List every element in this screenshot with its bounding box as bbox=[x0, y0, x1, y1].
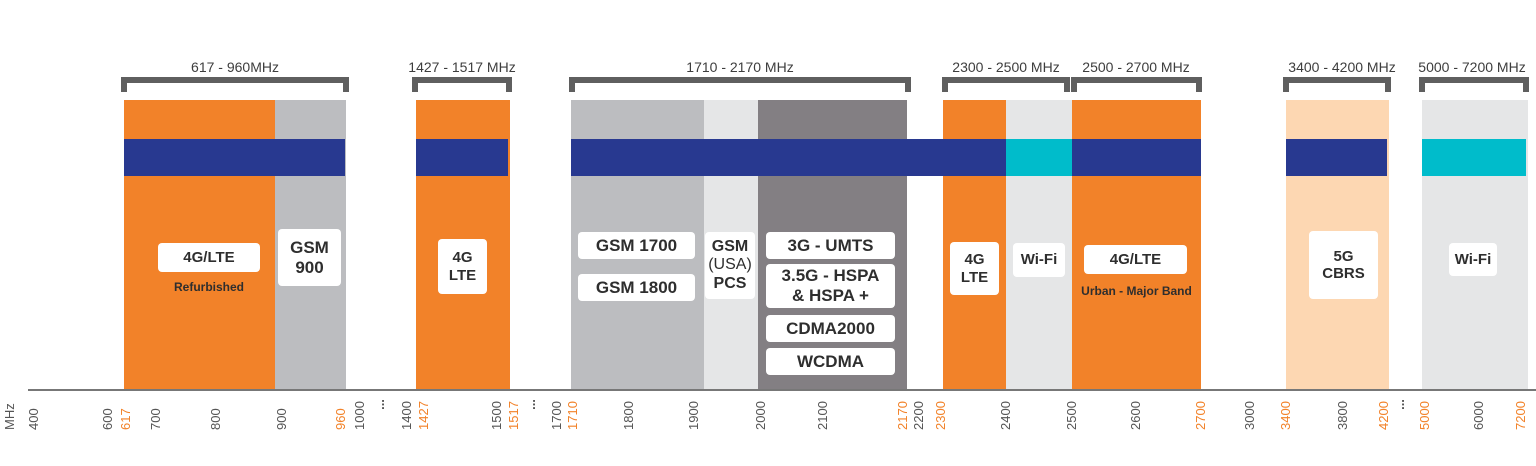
range-bracket bbox=[942, 77, 1070, 92]
technology-stripe bbox=[1006, 139, 1072, 176]
axis-tick-label: 3400 bbox=[1278, 401, 1293, 430]
band-label-lte-1427: 4G LTE bbox=[438, 239, 487, 294]
axis-tick-label: 960 bbox=[333, 408, 348, 430]
band-label-cdma2000: CDMA2000 bbox=[766, 315, 895, 342]
technology-stripe bbox=[1286, 139, 1387, 176]
technology-stripe bbox=[416, 139, 508, 176]
range-label: 617 - 960MHz bbox=[191, 59, 279, 75]
axis-tick-label: 2700 bbox=[1193, 401, 1208, 430]
axis-tick-label: 1710 bbox=[565, 401, 580, 430]
axis-tick-label: 2000 bbox=[753, 401, 768, 430]
range-bracket bbox=[121, 77, 349, 92]
frequency-axis bbox=[28, 389, 1536, 391]
axis-tick-label: 5000 bbox=[1417, 401, 1432, 430]
band-label-lte-2300: 4G LTE bbox=[950, 242, 999, 295]
axis-tick-label: 2100 bbox=[815, 401, 830, 430]
range-bracket bbox=[1283, 77, 1391, 92]
range-label: 2300 - 2500 MHz bbox=[952, 59, 1060, 75]
axis-tick-label: 6000 bbox=[1471, 401, 1486, 430]
axis-tick-label: 3000 bbox=[1242, 401, 1257, 430]
axis-tick-label: 1400 bbox=[399, 401, 414, 430]
axis-tick-label: 700 bbox=[148, 408, 163, 430]
band-label-gsm1700: GSM 1700 bbox=[578, 232, 695, 259]
technology-stripe bbox=[571, 139, 1006, 176]
range-bracket bbox=[569, 77, 911, 92]
technology-stripe bbox=[124, 139, 345, 176]
range-bracket bbox=[412, 77, 512, 92]
band-label-gsm-usa-pcs: GSM (USA) PCS bbox=[705, 232, 755, 299]
band-sublabel: Urban - Major Band bbox=[1081, 284, 1192, 298]
band-label-umts: 3G - UMTS bbox=[766, 232, 895, 259]
range-bracket bbox=[1419, 77, 1529, 92]
axis-gap-marker: ... bbox=[371, 399, 387, 410]
axis-tick-label: 600 bbox=[100, 408, 115, 430]
axis-gap-marker: ... bbox=[522, 399, 538, 410]
axis-tick-label: 2170 bbox=[895, 401, 910, 430]
axis-tick-label: 900 bbox=[274, 408, 289, 430]
axis-tick-label: 800 bbox=[208, 408, 223, 430]
axis-tick-label: 1900 bbox=[686, 401, 701, 430]
axis-tick-label: 2200 bbox=[911, 401, 926, 430]
range-label: 1427 - 1517 MHz bbox=[408, 59, 516, 75]
range-bracket bbox=[1071, 77, 1202, 92]
band-sublabel: Refurbished bbox=[173, 280, 244, 294]
band-label-lte-refurbished: 4G/LTE bbox=[158, 243, 260, 272]
technology-stripe bbox=[1072, 139, 1201, 176]
axis-tick-label: 1000 bbox=[352, 401, 367, 430]
axis-unit: MHz bbox=[2, 403, 17, 430]
axis-tick-label: 1800 bbox=[621, 401, 636, 430]
band-label-hspa: 3.5G - HSPA & HSPA + bbox=[766, 264, 895, 308]
axis-tick-label: 7200 bbox=[1513, 401, 1528, 430]
axis-tick-label: 4200 bbox=[1376, 401, 1391, 430]
axis-tick-label: 2600 bbox=[1128, 401, 1143, 430]
technology-stripe bbox=[1422, 139, 1526, 176]
band-label-cbrs: 5G CBRS bbox=[1309, 231, 1378, 299]
band-label-wifi-5000: Wi-Fi bbox=[1449, 243, 1497, 276]
axis-tick-label: 2400 bbox=[998, 401, 1013, 430]
axis-tick-label: 1700 bbox=[549, 401, 564, 430]
axis-tick-label: 1517 bbox=[506, 401, 521, 430]
band-label-wifi-2400: Wi-Fi bbox=[1013, 243, 1065, 277]
axis-tick-label: 2300 bbox=[933, 401, 948, 430]
axis-gap-marker: ... bbox=[1391, 399, 1407, 410]
axis-tick-label: 2500 bbox=[1064, 401, 1079, 430]
axis-tick-label: 3800 bbox=[1335, 401, 1350, 430]
axis-tick-label: 1427 bbox=[416, 401, 431, 430]
band-label-gsm900: GSM 900 bbox=[278, 229, 341, 286]
range-label: 5000 - 7200 MHz bbox=[1418, 59, 1526, 75]
axis-tick-label: 400 bbox=[26, 408, 41, 430]
axis-tick-label: 617 bbox=[118, 408, 133, 430]
range-label: 3400 - 4200 MHz bbox=[1288, 59, 1396, 75]
band-label-gsm1800: GSM 1800 bbox=[578, 274, 695, 301]
axis-tick-label: 1500 bbox=[489, 401, 504, 430]
band-label-wcdma: WCDMA bbox=[766, 348, 895, 375]
range-label: 2500 - 2700 MHz bbox=[1082, 59, 1190, 75]
range-label: 1710 - 2170 MHz bbox=[686, 59, 794, 75]
band-label-lte-urban: 4G/LTE bbox=[1084, 245, 1187, 274]
